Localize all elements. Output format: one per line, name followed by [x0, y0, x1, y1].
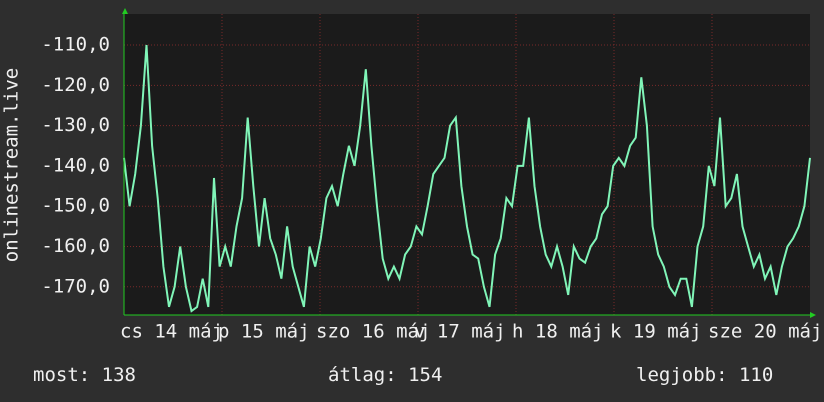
y-tick-label: -140,0 [41, 154, 110, 176]
plot-area [124, 14, 810, 315]
footer-stat: most: 138 [33, 364, 136, 386]
x-tick-label: k 19 máj [610, 321, 702, 343]
y-tick-label: -150,0 [41, 195, 110, 217]
data-line [123, 44, 811, 313]
footer-value: 110 [739, 364, 773, 386]
x-tick-label: h 18 máj [512, 321, 604, 343]
footer-label: legjobb: [636, 364, 728, 386]
axis-arrow [810, 312, 816, 318]
x-tick-label: cs 14 máj [120, 321, 223, 343]
x-tick-label: szo 16 máj [316, 321, 430, 343]
y-tick-label: -110,0 [41, 34, 110, 56]
y-tick-label: -160,0 [41, 235, 110, 257]
y-axis-title: onlinestream.live [1, 68, 23, 262]
footer-value: 154 [408, 364, 442, 386]
x-tick-label: p 15 máj [218, 321, 310, 343]
footer-stat: átlag: 154 [328, 364, 442, 386]
axis-arrow [122, 8, 128, 14]
y-tick-label: -170,0 [41, 275, 110, 297]
footer-label: most: [33, 364, 90, 386]
x-tick-label: v 17 máj [414, 321, 506, 343]
x-tick-label: sze 20 máj [708, 321, 822, 343]
y-tick-label: -130,0 [41, 114, 110, 136]
footer-label: átlag: [328, 364, 397, 386]
footer-stat: legjobb: 110 [636, 364, 773, 386]
y-tick-label: -120,0 [41, 74, 110, 96]
footer-value: 138 [102, 364, 136, 386]
